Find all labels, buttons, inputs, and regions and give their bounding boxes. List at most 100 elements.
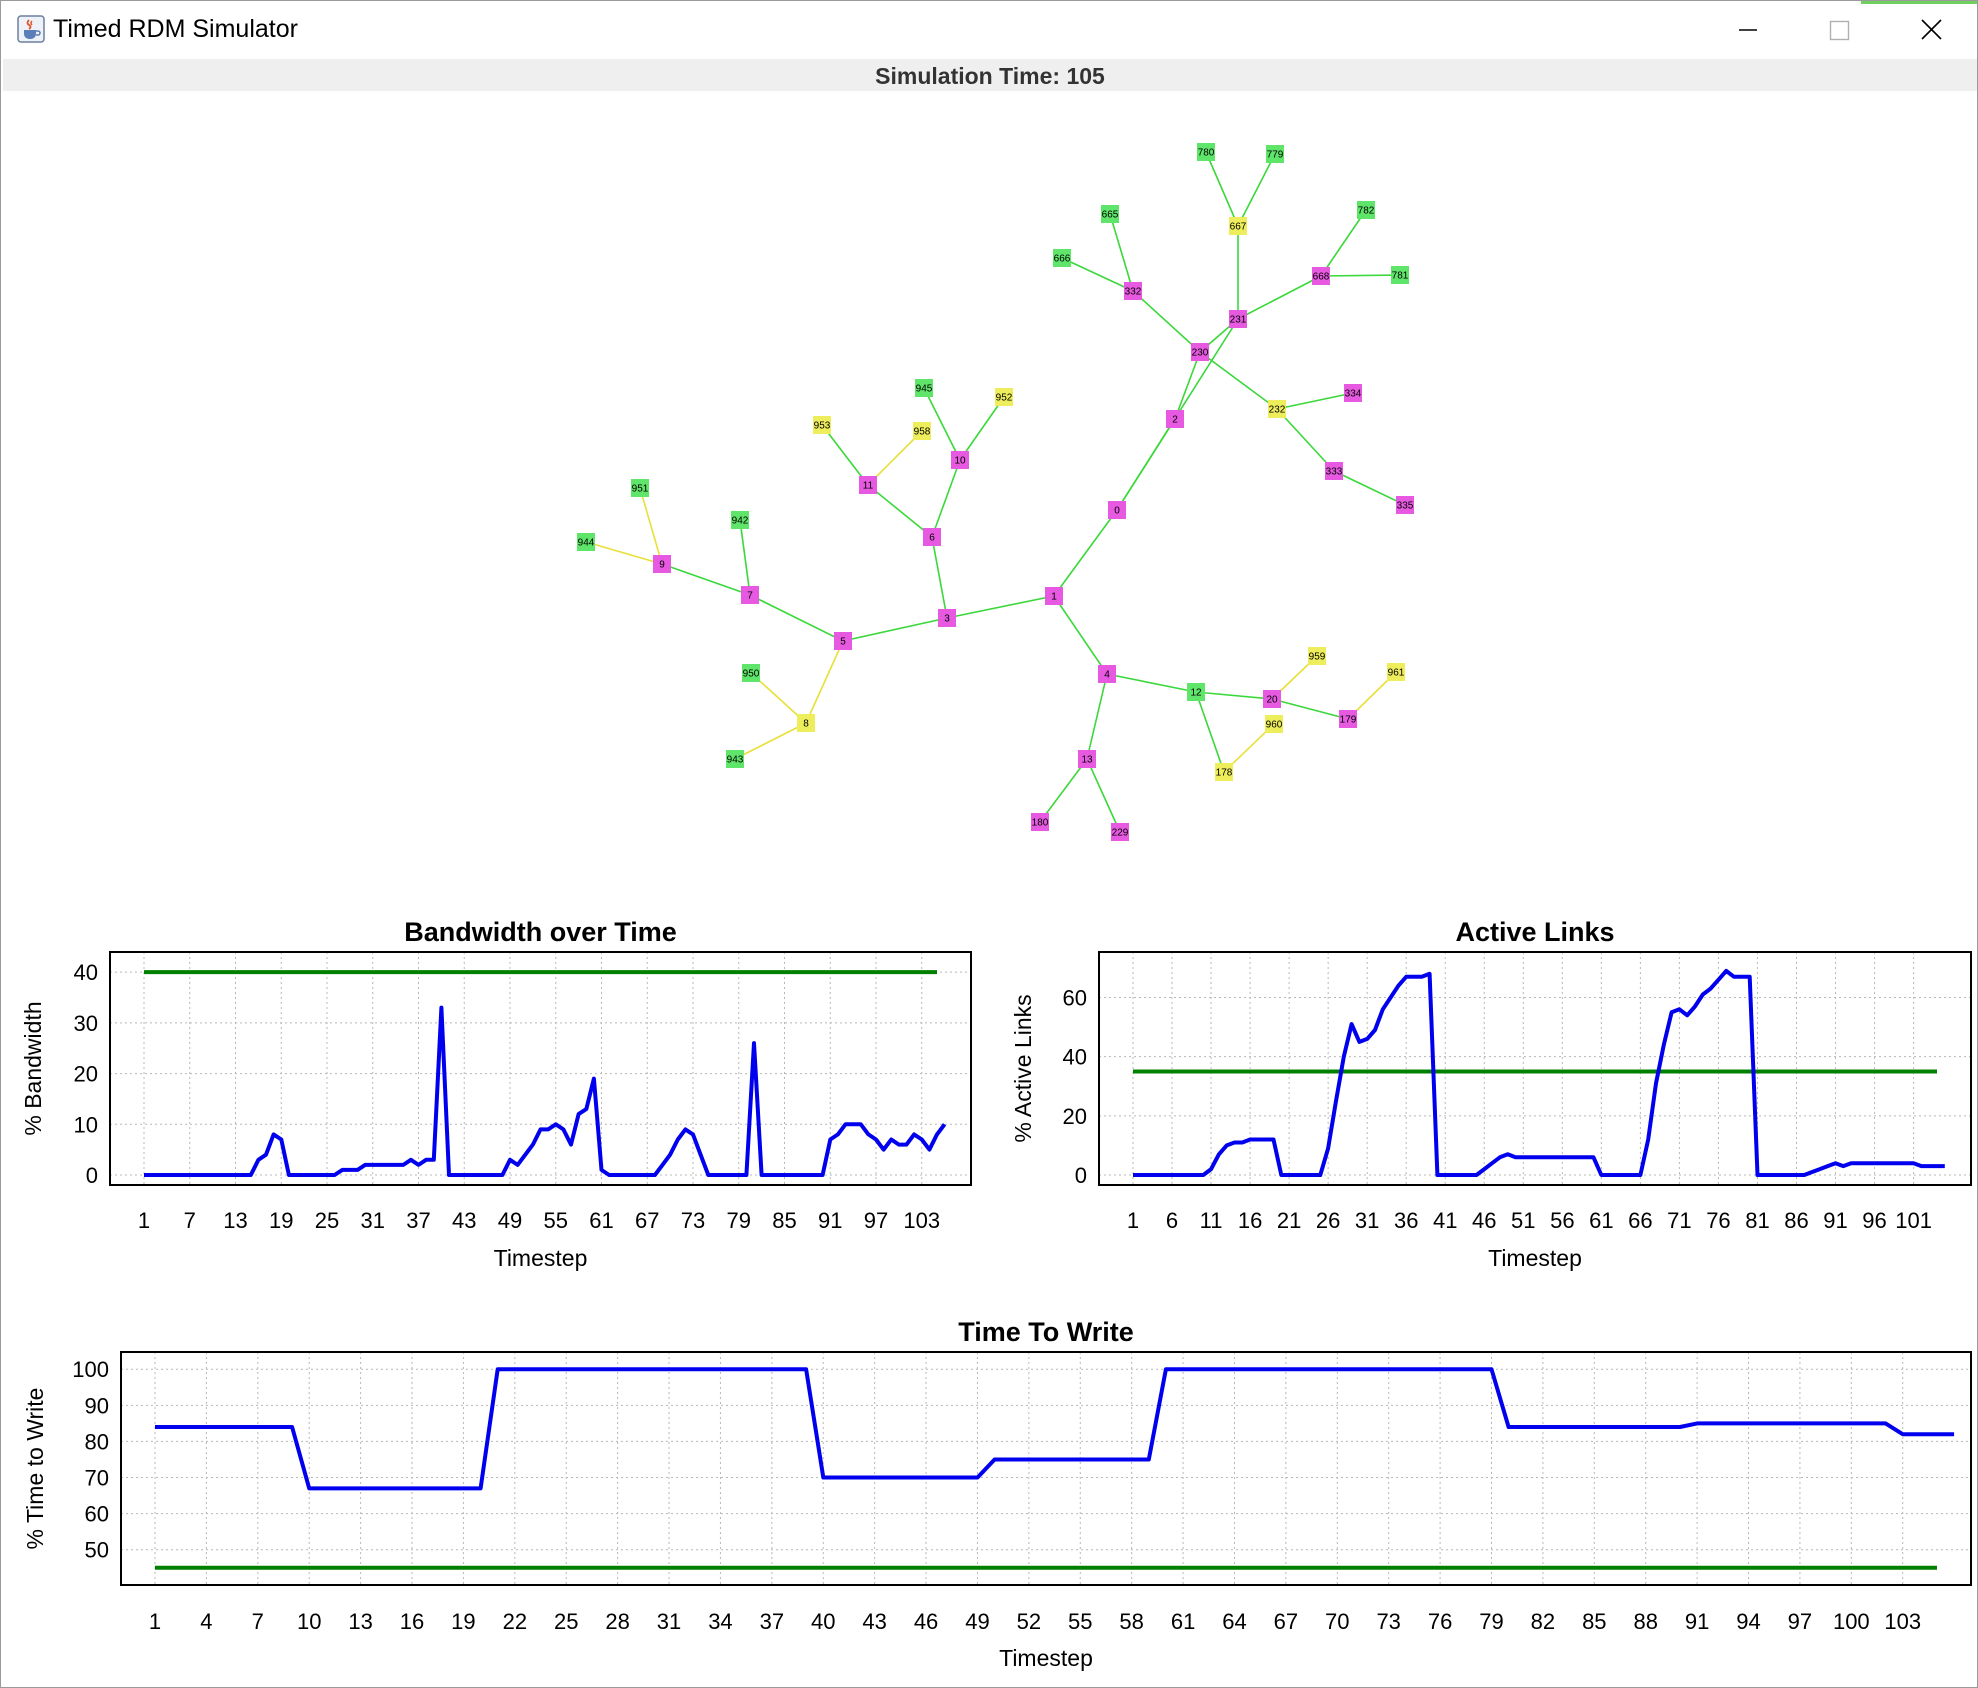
graph-node[interactable]: 2 — [1166, 410, 1184, 428]
graph-node[interactable]: 780 — [1197, 143, 1215, 161]
x-tick-label: 13 — [348, 1609, 372, 1634]
graph-node[interactable]: 179 — [1339, 710, 1357, 728]
graph-edge — [1237, 153, 1276, 227]
x-tick-label: 64 — [1222, 1609, 1246, 1634]
graph-node-box — [797, 714, 815, 732]
graph-node[interactable]: 12 — [1187, 683, 1205, 701]
graph-edge — [931, 536, 948, 619]
graph-node[interactable]: 232 — [1268, 400, 1286, 418]
graph-node[interactable]: 229 — [1111, 823, 1129, 841]
graph-node[interactable]: 6 — [923, 528, 941, 546]
graph-node[interactable]: 665 — [1101, 205, 1119, 223]
graph-node-label: 178 — [1216, 768, 1233, 779]
graph-node[interactable]: 332 — [1124, 282, 1142, 300]
graph-node[interactable]: 958 — [913, 422, 931, 440]
y-axis-label: % Time to Write — [22, 1388, 48, 1550]
x-tick-label: 37 — [760, 1609, 784, 1634]
window-title: Timed RDM Simulator — [53, 15, 298, 43]
graph-node-box — [1053, 249, 1071, 267]
x-tick-label: 22 — [503, 1609, 527, 1634]
graph-node[interactable]: 950 — [742, 664, 760, 682]
graph-node[interactable]: 335 — [1396, 496, 1414, 514]
x-tick-label: 43 — [452, 1208, 476, 1233]
graph-node[interactable]: 944 — [577, 533, 595, 551]
graph-node[interactable]: 5 — [834, 632, 852, 650]
graph-node[interactable]: 779 — [1266, 145, 1284, 163]
graph-node[interactable]: 943 — [726, 750, 744, 768]
graph-edge — [867, 484, 933, 538]
graph-edge — [959, 396, 1005, 461]
graph-node[interactable]: 334 — [1344, 384, 1362, 402]
graph-node[interactable]: 666 — [1053, 249, 1071, 267]
x-tick-label: 101 — [1895, 1208, 1932, 1233]
y-tick-label: 10 — [74, 1112, 98, 1137]
chart-title: Time To Write — [958, 1317, 1134, 1347]
graph-node[interactable]: 8 — [797, 714, 815, 732]
x-tick-label: 76 — [1428, 1609, 1452, 1634]
x-tick-label: 49 — [965, 1609, 989, 1634]
graph-node[interactable]: 781 — [1391, 266, 1409, 284]
graph-node[interactable]: 333 — [1325, 462, 1343, 480]
y-tick-label: 60 — [1063, 986, 1087, 1011]
graph-node[interactable]: 20 — [1263, 690, 1281, 708]
graph-edge — [1195, 691, 1273, 700]
graph-node[interactable]: 230 — [1191, 343, 1209, 361]
graph-node[interactable]: 951 — [631, 479, 649, 497]
graph-node[interactable]: 782 — [1357, 201, 1375, 219]
y-tick-label: 0 — [1075, 1163, 1087, 1188]
close-button[interactable] — [1885, 1, 1977, 59]
maximize-button[interactable] — [1793, 1, 1885, 59]
x-tick-label: 79 — [1479, 1609, 1503, 1634]
graph-node[interactable]: 3 — [938, 609, 956, 627]
graph-node[interactable]: 4 — [1098, 665, 1116, 683]
title-accent — [1861, 1, 1977, 4]
graph-node[interactable]: 961 — [1387, 663, 1405, 681]
graph-node[interactable]: 960 — [1265, 715, 1283, 733]
graph-node[interactable]: 178 — [1215, 763, 1233, 781]
graph-node[interactable]: 180 — [1031, 813, 1049, 831]
x-tick-label: 91 — [818, 1208, 842, 1233]
x-tick-label: 97 — [864, 1208, 888, 1233]
graph-node[interactable]: 7 — [741, 586, 759, 604]
graph-node[interactable]: 945 — [915, 379, 933, 397]
x-tick-label: 41 — [1433, 1208, 1457, 1233]
x-tick-label: 31 — [1355, 1208, 1379, 1233]
graph-node[interactable]: 231 — [1229, 310, 1247, 328]
graph-node[interactable]: 952 — [995, 388, 1013, 406]
graph-node-label: 666 — [1054, 254, 1071, 265]
x-tick-label: 103 — [903, 1208, 940, 1233]
x-tick-label: 28 — [605, 1609, 629, 1634]
y-axis-label: % Bandwidth — [20, 1001, 46, 1135]
graph-node[interactable]: 11 — [859, 476, 877, 494]
x-tick-label: 13 — [223, 1208, 247, 1233]
graph-node[interactable]: 953 — [813, 416, 831, 434]
graph-node-box — [859, 476, 877, 494]
title-bar[interactable]: Timed RDM Simulator — [1, 1, 1977, 59]
x-tick-label: 81 — [1745, 1208, 1769, 1233]
graph-node[interactable]: 667 — [1229, 217, 1247, 235]
graph-node[interactable]: 668 — [1312, 267, 1330, 285]
graph-node[interactable]: 10 — [951, 451, 969, 469]
chart-title: Bandwidth over Time — [404, 917, 677, 947]
x-tick-label: 61 — [589, 1208, 613, 1233]
graph-edge — [1116, 418, 1176, 511]
x-tick-label: 1 — [149, 1609, 161, 1634]
x-tick-label: 103 — [1884, 1609, 1921, 1634]
graph-node[interactable]: 9 — [653, 555, 671, 573]
x-tick-label: 31 — [657, 1609, 681, 1634]
graph-node-label: 3 — [944, 614, 950, 625]
graph-edge — [923, 387, 961, 461]
graph-edge — [739, 519, 751, 596]
graph-node[interactable]: 942 — [731, 511, 749, 529]
graph-node-label: 958 — [914, 427, 931, 438]
graph-node[interactable]: 13 — [1078, 750, 1096, 768]
graph-node[interactable]: 0 — [1108, 501, 1126, 519]
y-tick-label: 90 — [85, 1393, 109, 1418]
graph-node[interactable]: 959 — [1308, 647, 1326, 665]
graph-node[interactable]: 1 — [1045, 587, 1063, 605]
minimize-button[interactable] — [1701, 1, 1793, 59]
x-tick-label: 36 — [1394, 1208, 1418, 1233]
plot-frame — [120, 1351, 1972, 1586]
graph-node-label: 333 — [1326, 467, 1343, 478]
